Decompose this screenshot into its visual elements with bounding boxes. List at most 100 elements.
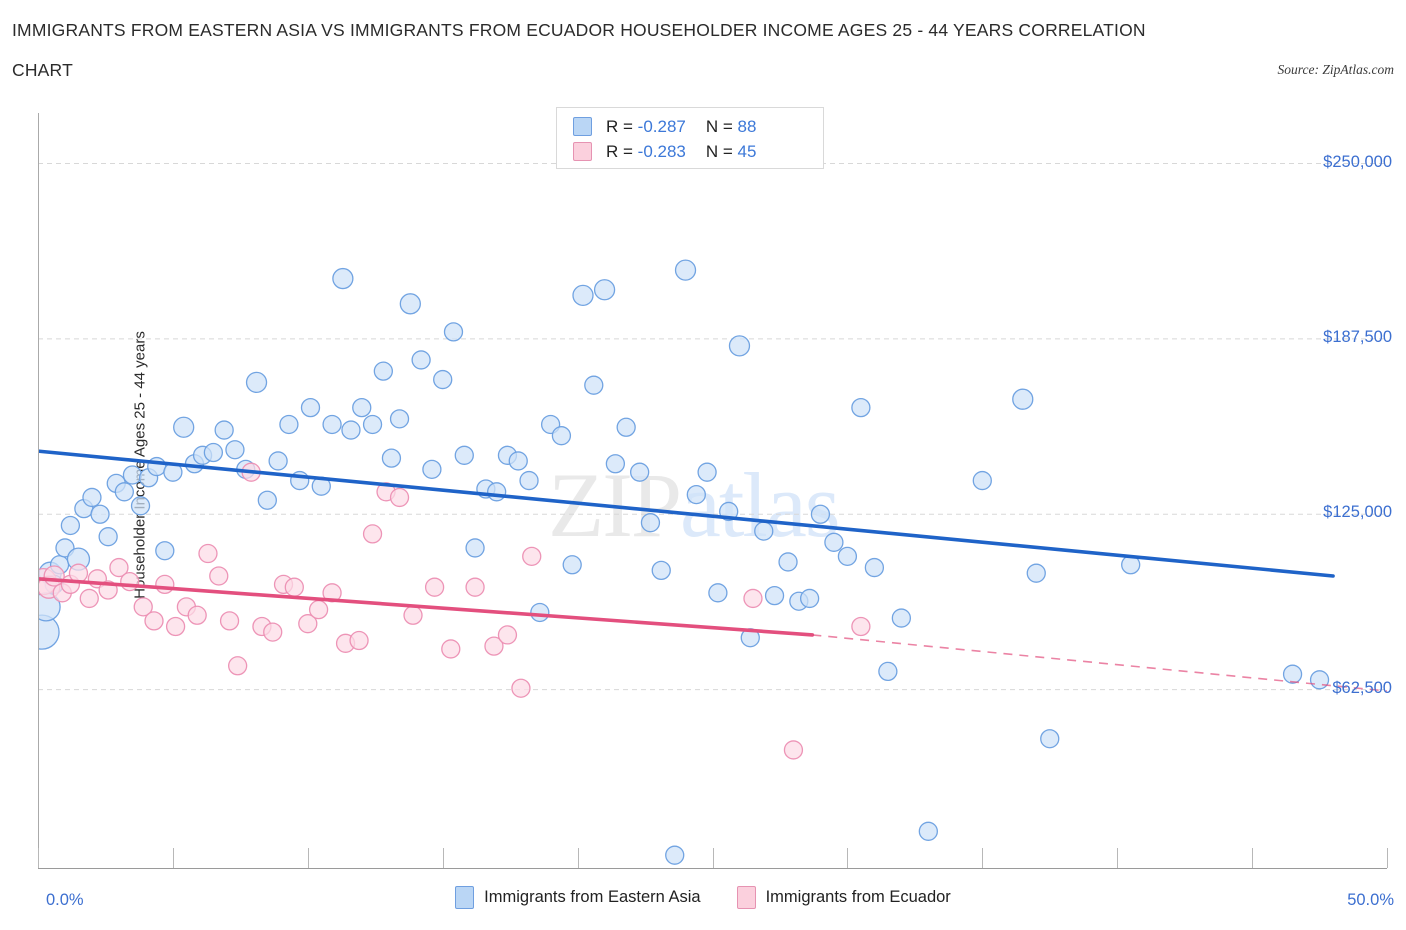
scatter-point[interactable] <box>300 397 321 418</box>
scatter-point[interactable] <box>824 532 844 552</box>
scatter-point[interactable] <box>165 616 186 637</box>
scatter-point[interactable] <box>864 557 885 578</box>
scatter-point[interactable] <box>799 588 820 609</box>
scatter-point[interactable] <box>433 369 453 390</box>
scatter-point[interactable] <box>389 487 410 508</box>
scatter-point[interactable] <box>219 611 240 631</box>
scatter-point[interactable] <box>245 371 268 394</box>
scatter-point[interactable] <box>878 661 898 682</box>
scatter-point[interactable] <box>640 513 661 533</box>
scatter-point[interactable] <box>144 611 164 631</box>
scatter-point[interactable] <box>697 462 717 482</box>
scatter-point[interactable] <box>837 546 858 566</box>
scatter-point[interactable] <box>1282 664 1303 684</box>
scatter-point[interactable] <box>198 543 218 564</box>
scatter-point[interactable] <box>341 420 361 440</box>
scatter-point[interactable] <box>214 420 234 440</box>
scatter-point[interactable] <box>352 397 372 418</box>
scatter-point[interactable] <box>362 524 383 544</box>
scatter-point[interactable] <box>593 279 616 301</box>
scatter-point[interactable] <box>349 630 369 651</box>
scatter-point[interactable] <box>373 361 393 381</box>
scatter-point[interactable] <box>284 577 304 597</box>
scatter-point[interactable] <box>332 267 354 290</box>
scatter-point[interactable] <box>891 608 912 628</box>
scatter-point[interactable] <box>743 588 763 609</box>
scatter-point[interactable] <box>441 639 461 659</box>
scatter-point[interactable] <box>454 445 474 465</box>
scatter-point[interactable] <box>79 588 99 609</box>
scatter-point[interactable] <box>572 284 594 307</box>
scatter-point[interactable] <box>362 414 383 435</box>
scatter-point[interactable] <box>497 625 518 645</box>
scatter-point[interactable] <box>511 678 531 698</box>
scatter-point[interactable] <box>630 462 650 482</box>
scatter-point[interactable] <box>551 426 572 446</box>
scatter-point[interactable] <box>263 622 283 642</box>
scatter-point[interactable] <box>1026 563 1046 583</box>
scatter-point[interactable] <box>616 417 636 437</box>
scatter-point[interactable] <box>584 375 604 395</box>
scatter-point[interactable] <box>187 605 207 625</box>
scatter-point[interactable] <box>530 602 550 623</box>
scatter-point[interactable] <box>1012 388 1034 410</box>
scatter-point[interactable] <box>728 335 751 357</box>
scatter-point[interactable] <box>686 484 706 505</box>
scatter-point[interactable] <box>60 515 81 536</box>
scatter-point[interactable] <box>109 557 129 578</box>
scatter-point[interactable] <box>82 487 102 508</box>
scatter-point[interactable] <box>519 470 539 491</box>
scatter-point[interactable] <box>120 571 140 592</box>
scatter-point[interactable] <box>381 448 402 468</box>
scatter-point[interactable] <box>257 490 277 510</box>
scatter-point[interactable] <box>411 350 431 370</box>
scatter-point[interactable] <box>674 259 697 281</box>
scatter-point[interactable] <box>443 322 464 342</box>
scatter-point[interactable] <box>972 470 992 491</box>
legend-item-eastern-asia[interactable]: Immigrants from Eastern Asia <box>455 886 701 909</box>
scatter-point[interactable] <box>308 600 329 620</box>
scatter-point[interactable] <box>918 821 938 841</box>
scatter-point[interactable] <box>1040 729 1060 749</box>
scatter-point[interactable] <box>522 546 542 566</box>
scatter-point[interactable] <box>851 397 871 418</box>
scatter-point[interactable] <box>209 566 229 586</box>
scatter-point[interactable] <box>487 482 507 502</box>
scatter-point[interactable] <box>424 577 445 597</box>
scatter-point[interactable] <box>708 583 728 603</box>
scatter-point[interactable] <box>122 465 143 485</box>
scatter-point[interactable] <box>605 454 626 474</box>
scatter-point[interactable] <box>422 459 442 480</box>
scatter-point[interactable] <box>754 521 774 541</box>
scatter-point[interactable] <box>203 442 224 463</box>
scatter-point[interactable] <box>465 538 485 558</box>
scatter-point[interactable] <box>130 496 151 516</box>
scatter-point[interactable] <box>651 560 671 581</box>
scatter-point[interactable] <box>810 504 831 524</box>
scatter-point[interactable] <box>155 541 175 561</box>
scatter-point[interactable] <box>783 740 804 760</box>
legend-item-ecuador[interactable]: Immigrants from Ecuador <box>736 886 951 909</box>
scatter-point[interactable] <box>1309 670 1330 690</box>
scatter-point[interactable] <box>133 597 153 617</box>
scatter-point[interactable] <box>389 409 410 429</box>
scatter-point[interactable] <box>399 293 421 315</box>
scatter-point[interactable] <box>403 605 423 625</box>
scatter-point[interactable] <box>851 616 871 637</box>
scatter-point[interactable] <box>298 614 318 634</box>
scatter-point[interactable] <box>173 416 195 438</box>
scatter-point[interactable] <box>268 451 288 471</box>
scatter-point[interactable] <box>764 585 785 606</box>
scatter-point[interactable] <box>228 656 248 676</box>
scatter-point[interactable] <box>465 577 485 597</box>
scatter-point[interactable] <box>279 414 299 435</box>
scatter-point[interactable] <box>778 552 798 572</box>
scatter-point[interactable] <box>225 440 245 460</box>
scatter-point[interactable] <box>155 574 175 595</box>
scatter-point[interactable] <box>562 555 582 575</box>
scatter-point[interactable] <box>98 527 118 547</box>
scatter-point[interactable] <box>484 636 504 656</box>
scatter-point[interactable] <box>90 504 110 524</box>
scatter-point[interactable] <box>665 845 685 865</box>
scatter-point[interactable] <box>508 451 528 471</box>
